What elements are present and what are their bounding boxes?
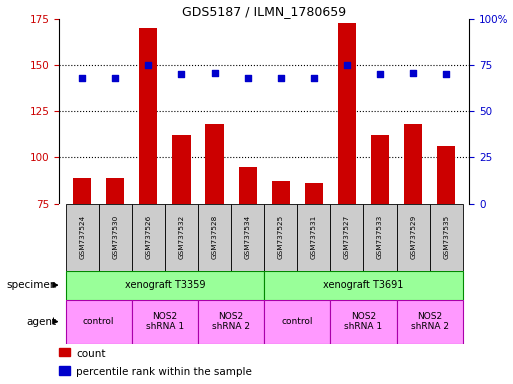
Text: xenograft T3691: xenograft T3691 [323,280,404,290]
Point [442,71,450,78]
Bar [66,271,264,300]
Text: NOS2
shRNA 1: NOS2 shRNA 1 [146,312,184,331]
Bar [397,204,430,271]
Bar [132,300,198,344]
Text: count: count [76,349,106,359]
Bar [371,135,389,204]
Bar [298,204,330,271]
Point [78,75,86,81]
Bar [330,300,397,344]
Text: GSM737527: GSM737527 [344,215,350,259]
Text: GSM737529: GSM737529 [410,215,416,259]
Bar [264,271,463,300]
Text: GSM737530: GSM737530 [112,215,119,259]
Point [144,62,152,68]
Bar [132,204,165,271]
Bar [231,204,264,271]
Point [409,70,417,76]
Bar [330,204,364,271]
Point [277,75,285,81]
Title: GDS5187 / ILMN_1780659: GDS5187 / ILMN_1780659 [182,5,346,18]
Point [177,71,186,78]
Bar [272,181,290,204]
Point [244,75,252,81]
Bar [73,178,91,204]
Text: control: control [282,317,313,326]
Bar [165,204,198,271]
Text: specimen: specimen [6,280,56,290]
Bar [172,135,190,204]
Bar [106,178,124,204]
Point [111,75,120,81]
Text: GSM737532: GSM737532 [179,215,185,259]
Bar [59,144,66,161]
Bar [404,124,422,204]
Text: NOS2
shRNA 2: NOS2 shRNA 2 [212,312,250,331]
Text: control: control [83,317,114,326]
Text: percentile rank within the sample: percentile rank within the sample [76,367,252,377]
Text: GSM737528: GSM737528 [211,215,218,259]
Bar [338,23,356,204]
Point [310,75,318,81]
Text: GSM737533: GSM737533 [377,215,383,259]
Text: GSM737534: GSM737534 [245,215,251,259]
Text: agent: agent [26,316,56,327]
Text: GSM737526: GSM737526 [145,215,151,259]
Text: NOS2
shRNA 1: NOS2 shRNA 1 [344,312,383,331]
Bar [437,146,456,204]
Text: GSM737524: GSM737524 [79,215,85,259]
Bar [198,204,231,271]
Bar [305,183,323,204]
Bar [66,204,98,271]
Text: GSM737535: GSM737535 [443,215,449,259]
Bar [139,28,157,204]
Bar [264,204,298,271]
Text: NOS2
shRNA 2: NOS2 shRNA 2 [411,312,449,331]
Bar [205,124,224,204]
Point [343,62,351,68]
Bar [364,204,397,271]
Point [210,70,219,76]
Bar [239,167,256,204]
Bar [397,300,463,344]
Bar [198,300,264,344]
Bar [264,300,330,344]
Text: GSM737531: GSM737531 [311,215,317,259]
Text: xenograft T3359: xenograft T3359 [125,280,205,290]
Text: GSM737525: GSM737525 [278,215,284,259]
Bar [98,204,132,271]
Point [376,71,384,78]
Bar [66,300,132,344]
Bar [430,204,463,271]
